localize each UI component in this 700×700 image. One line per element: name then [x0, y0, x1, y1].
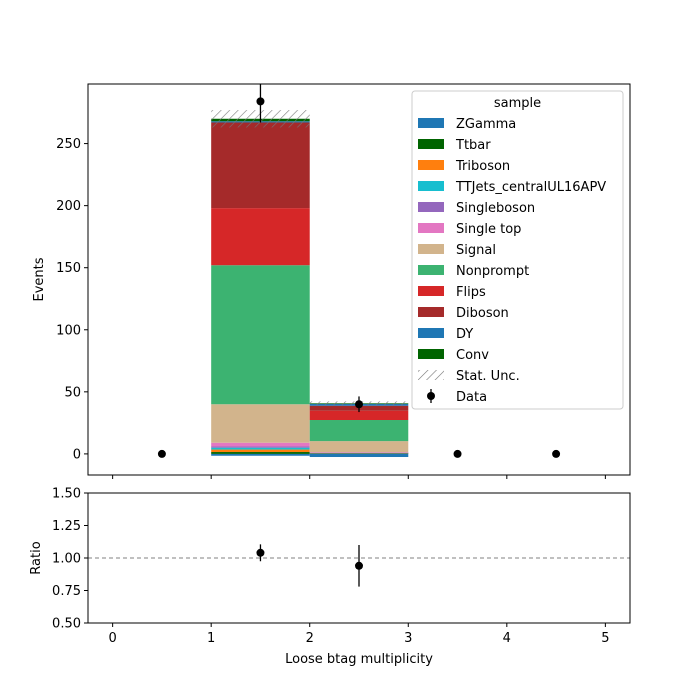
legend-swatch-flips: [418, 286, 444, 296]
legend-label: Stat. Unc.: [456, 369, 520, 384]
legend: sample ZGamma Ttbar Triboson TTJets_centralU…: [411, 90, 624, 410]
ratio-point-1: [355, 561, 363, 570]
legend-swatch-triboson: [418, 160, 444, 170]
ytick-label: 50: [64, 385, 81, 400]
xtick-label: 2: [306, 631, 314, 646]
legend-swatch-singleboson: [418, 202, 444, 212]
legend-title: sample: [494, 96, 541, 111]
ratio-ytick-label: 1.25: [52, 519, 81, 534]
bar-singleboson-bin-2: [309, 452, 409, 454]
data-point-bin-3: [453, 449, 462, 458]
legend-swatch-ttjets_centralul16apv: [418, 181, 444, 191]
ytick-label: 0: [73, 447, 81, 462]
ratio-ytick-label: 0.50: [52, 617, 81, 632]
legend-swatch-diboson: [418, 307, 444, 317]
ratio-ytick-label: 1.50: [52, 487, 81, 502]
legend-label: Ttbar: [455, 138, 491, 153]
bar-singleboson-bin-1: [211, 446, 310, 448]
bar-zgamma-bin-2: [309, 453, 409, 458]
bar-nonprompt-bin-1: [211, 265, 310, 405]
legend-swatch-single-top: [418, 223, 444, 233]
bar-ttjets_centralul16apv-bin-1: [211, 447, 310, 450]
legend-box: [411, 90, 624, 410]
legend-label: TTJets_centralUL16APV: [455, 180, 606, 195]
legend-swatch-dy: [418, 328, 444, 338]
ratio-y-axis-label: Ratio: [29, 541, 44, 574]
ratio-ytick-label: 0.75: [52, 584, 81, 599]
bar-single-top-bin-2: [309, 452, 409, 453]
xtick-label: 3: [404, 631, 412, 646]
data-point-bin-1: [256, 97, 265, 106]
data-point-bin-2: [355, 400, 363, 409]
legend-swatch-ttbar: [418, 139, 444, 149]
legend-label: Singleboson: [456, 201, 535, 216]
ytick-label: 150: [56, 261, 81, 276]
ytick-label: 200: [56, 199, 81, 214]
legend-swatch-stat-unc: [418, 370, 444, 380]
ratio-point-0: [256, 548, 265, 557]
legend-label: Diboson: [456, 306, 509, 321]
bar-flips-bin-1: [211, 208, 310, 266]
legend-label: DY: [456, 327, 473, 342]
ratio-ytick-label: 1.00: [52, 552, 81, 567]
legend-label: Flips: [456, 285, 486, 300]
bar-single-top-bin-1: [211, 442, 310, 447]
data-point-bin-4: [552, 449, 561, 458]
bar-signal-bin-2: [309, 441, 409, 453]
bar-ttbar-bin-1: [211, 452, 310, 454]
xtick-label: 1: [207, 631, 215, 646]
bar-zgamma-bin-1: [211, 453, 310, 456]
ratio-plot: 0.50 0.75 1.00 1.25 1.50 0 1 2 3 4 5 Ratio Loose bta…: [29, 487, 631, 667]
xtick-label: 0: [108, 631, 116, 646]
bar-diboson-bin-1: [211, 122, 310, 209]
main-plot: 0 50 100 150 200 250 Events: [32, 83, 631, 479]
legend-swatch-signal: [418, 244, 444, 254]
legend-label: Nonprompt: [456, 264, 529, 279]
x-axis-label: Loose btag multiplicity: [285, 652, 433, 667]
legend-swatch-nonprompt: [418, 265, 444, 275]
legend-label: Conv: [456, 348, 489, 363]
main-plot-frame: [87, 83, 631, 476]
ytick-label: 100: [56, 323, 81, 338]
legend-data-marker: [427, 392, 435, 400]
xtick-label: 5: [601, 631, 609, 646]
xtick-label: 4: [503, 631, 511, 646]
legend-swatch-zgamma: [418, 118, 444, 128]
legend-label: Signal: [456, 243, 496, 258]
bar-flips-bin-2: [309, 410, 409, 421]
bar-nonprompt-bin-2: [309, 420, 409, 442]
legend-swatch-conv: [418, 349, 444, 359]
y-axis-label: Events: [32, 257, 47, 301]
legend-label: Single top: [456, 222, 521, 237]
bar-triboson-bin-1: [211, 449, 310, 453]
legend-label: Triboson: [455, 159, 510, 174]
data-point-bin-0: [157, 449, 166, 458]
legend-label: ZGamma: [456, 117, 516, 132]
ytick-label: 250: [56, 137, 81, 152]
legend-label: Data: [456, 390, 487, 405]
bar-signal-bin-1: [211, 404, 310, 443]
